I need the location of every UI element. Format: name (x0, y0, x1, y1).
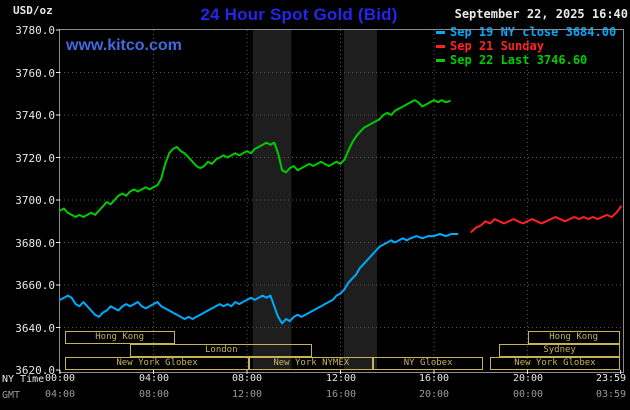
x-tick-label-ny: 23:59 (595, 373, 627, 384)
session-box-new-york-nymex: New York NYMEX (249, 357, 374, 370)
x-tick-label-ny: 08:00 (231, 373, 263, 384)
legend-item: Sep 22 Last 3746.60 (436, 53, 616, 67)
y-tick-label: 3660.0 (15, 279, 55, 292)
y-tick-label: 3760.0 (15, 67, 55, 80)
y-tick-label: 3720.0 (15, 152, 55, 165)
y-tick-label: 3620.0 (15, 364, 55, 377)
session-box-hong-kong: Hong Kong (64, 331, 175, 344)
legend-item: Sep 19 NY close 3684.00 (436, 25, 616, 39)
x-tick-label-ny: 12:00 (325, 373, 357, 384)
datetime-label: September 22, 2025 16:40 (454, 7, 628, 21)
x-tick-label-ny: 16:00 (418, 373, 450, 384)
chart-title: 24 Hour Spot Gold (Bid) (200, 5, 398, 24)
session-box-hong-kong: Hong Kong (527, 331, 620, 344)
legend: Sep 19 NY close 3684.00 Sep 21 Sunday Sep … (436, 25, 616, 67)
y-tick-label: 3680.0 (15, 237, 55, 250)
legend-label: Sep 21 Sunday (450, 39, 544, 53)
y-tick-label: 3780.0 (15, 24, 55, 37)
session-box-london: London (130, 344, 313, 357)
x-tick-label-gmt: 00:00 (512, 389, 544, 400)
legend-label: Sep 19 NY close 3684.00 (450, 25, 617, 39)
session-box-sydney: Sydney (499, 344, 620, 357)
x-tick-label-ny: 20:00 (512, 373, 544, 384)
legend-line-swatch-icon (436, 44, 445, 48)
kitco-watermark-link[interactable]: www.kitco.com (66, 37, 182, 54)
x-tick-label-gmt: 03:59 (595, 389, 627, 400)
legend-label: Sep 22 Last 3746.60 (450, 53, 588, 67)
price-line-sep19 (59, 233, 459, 325)
chart-canvas (56, 29, 622, 374)
y-tick-label: 3640.0 (15, 322, 55, 335)
y-tick-label: 3700.0 (15, 194, 55, 207)
x-tick-label-gmt: 16:00 (325, 389, 357, 400)
session-box-ny-globex: NY Globex (373, 357, 484, 370)
price-line-sep22 (59, 99, 451, 218)
session-box-new-york-globex: New York Globex (64, 357, 250, 370)
x-tick-label-ny: 00:00 (44, 373, 76, 384)
price-line-sep21 (470, 205, 622, 233)
x-tick-label-gmt: 12:00 (231, 389, 263, 400)
x-tick-label-gmt: 20:00 (418, 389, 450, 400)
legend-line-swatch-icon (436, 58, 445, 62)
legend-item: Sep 21 Sunday (436, 39, 616, 53)
x-tick-label-gmt: 04:00 (44, 389, 76, 400)
ny-time-axis-caption: NY Time (2, 374, 45, 385)
legend-line-swatch-icon (436, 30, 445, 34)
x-tick-label-ny: 04:00 (138, 373, 170, 384)
units-label: USD/oz (13, 4, 53, 17)
gmt-axis-caption: GMT (2, 390, 21, 401)
plot-area: Hong Kong Hong Kong London Sydney New York G… (56, 29, 624, 374)
x-tick-label-gmt: 08:00 (138, 389, 170, 400)
session-box-new-york-globex: New York Globex (490, 357, 620, 370)
y-tick-label: 3740.0 (15, 109, 55, 122)
